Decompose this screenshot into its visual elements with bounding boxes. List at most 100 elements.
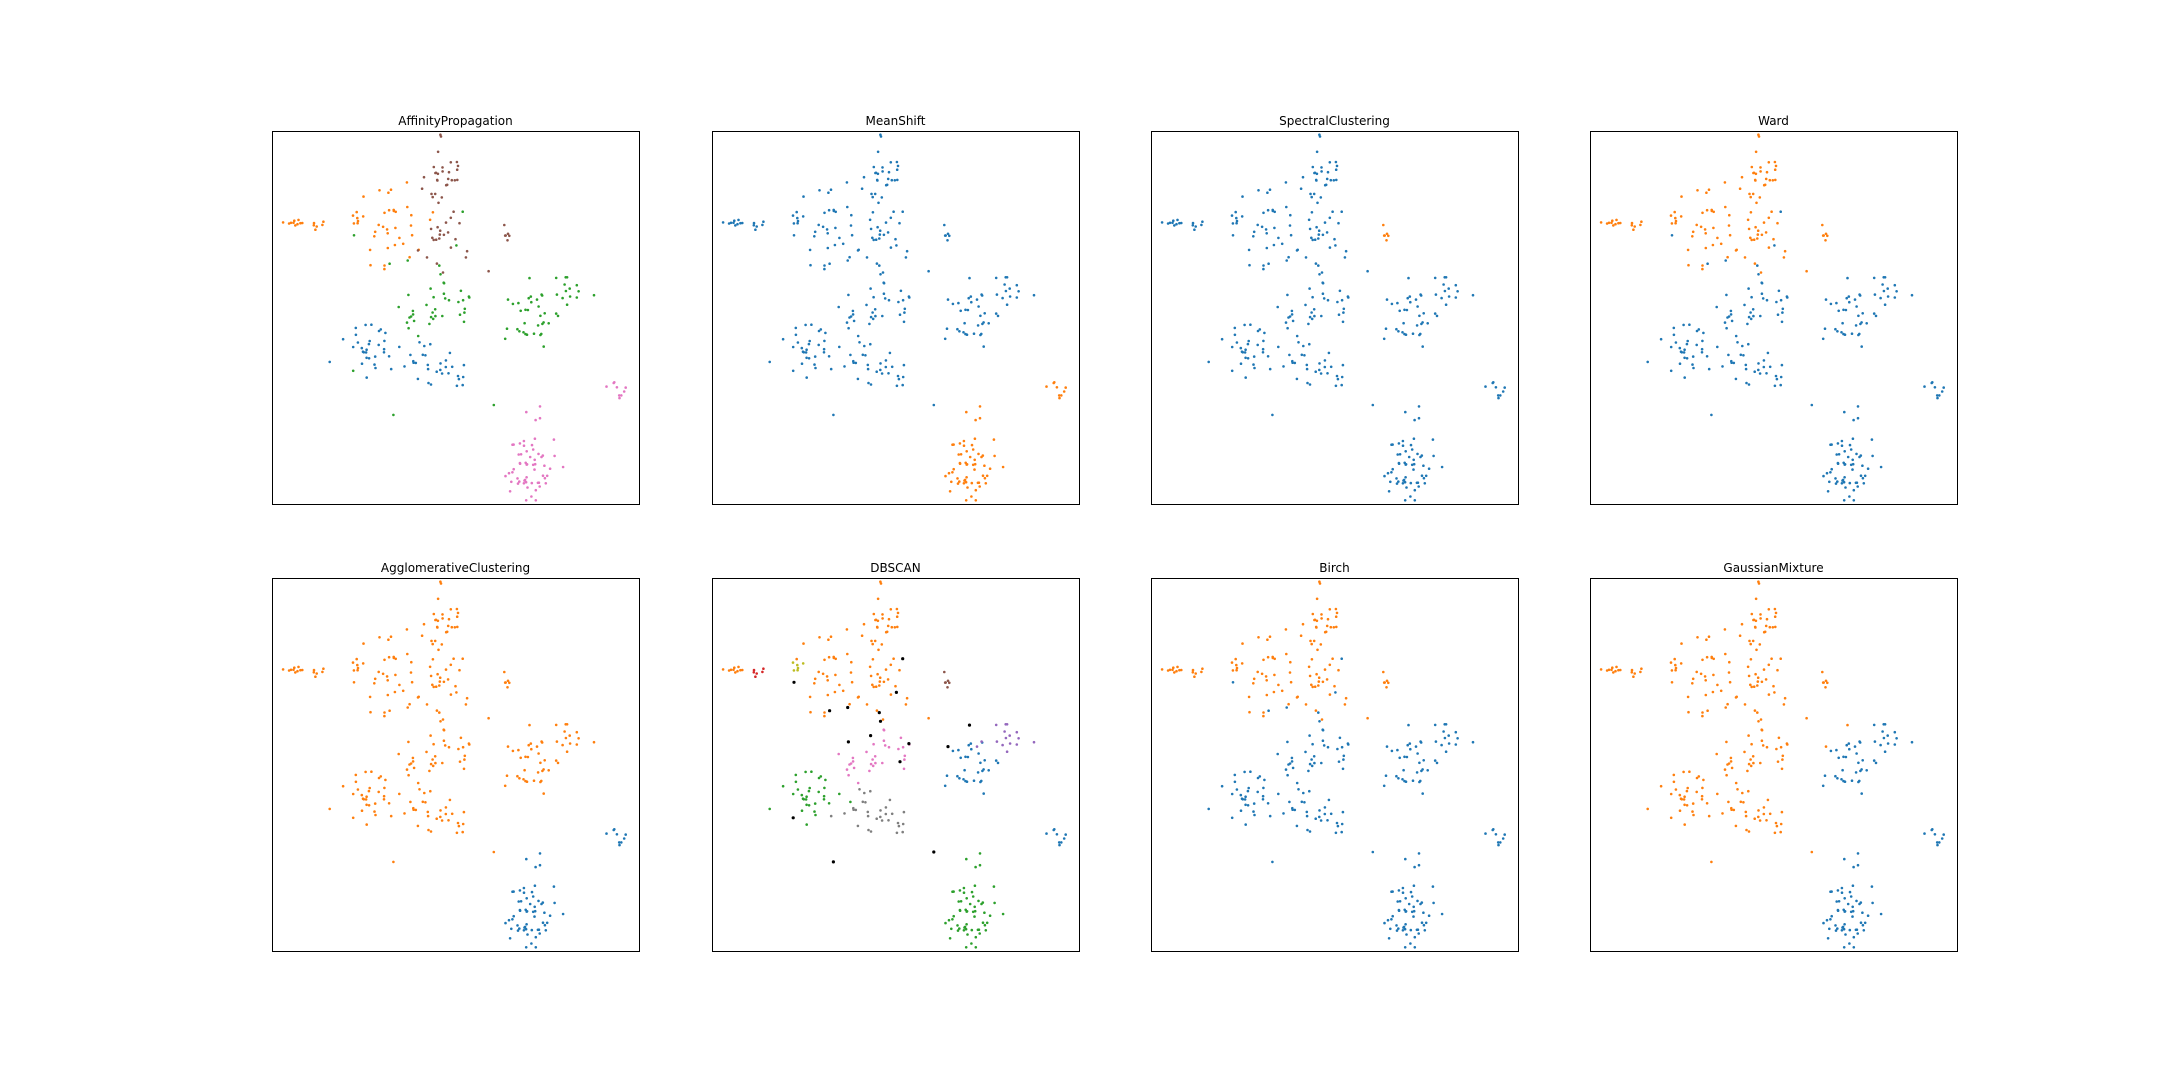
scatter-point — [1639, 223, 1642, 227]
scatter-point — [524, 927, 528, 931]
scatter-point — [1241, 642, 1244, 645]
scatter-point — [362, 351, 366, 354]
scatter-point — [874, 314, 877, 318]
scatter-point — [409, 800, 412, 804]
scatter-point — [903, 758, 906, 761]
scatter-point — [444, 812, 448, 816]
subplot-title: AffinityPropagation — [398, 114, 513, 128]
scatter-point — [620, 841, 623, 844]
scatter-point — [982, 792, 985, 795]
scatter-point — [1672, 333, 1676, 337]
scatter-point — [869, 762, 873, 766]
scatter-point — [1773, 615, 1777, 618]
scatter-point — [1630, 221, 1634, 225]
scatter-point — [882, 281, 886, 285]
scatter-point — [1503, 833, 1506, 836]
scatter-point — [1841, 925, 1845, 929]
scatter-point — [1326, 372, 1329, 375]
scatter-point — [452, 210, 455, 213]
scatter-point — [530, 890, 534, 894]
scatter-point — [965, 780, 969, 783]
scatter-point — [1340, 830, 1343, 834]
scatter-point — [970, 747, 973, 751]
scatter-point — [1052, 381, 1055, 385]
scatter-point — [848, 255, 851, 259]
scatter-point — [526, 755, 530, 759]
scatter-point — [438, 676, 442, 679]
scatter-point — [1385, 298, 1389, 301]
scatter-point — [1052, 828, 1055, 832]
scatter-point — [796, 216, 799, 220]
scatter-point — [1233, 333, 1237, 337]
scatter-point — [1317, 237, 1320, 240]
scatter-point — [1821, 223, 1824, 227]
scatter-point — [1727, 800, 1730, 804]
scatter-point — [1762, 359, 1766, 362]
scatter-point — [556, 314, 560, 318]
scatter-point — [1288, 224, 1292, 227]
scatter-point — [432, 165, 436, 169]
scatter-point — [622, 390, 626, 393]
scatter-point — [462, 320, 466, 324]
scatter-point — [1850, 332, 1854, 336]
scatter-point — [1277, 683, 1280, 687]
scatter-point — [379, 328, 383, 331]
scatter-point — [1825, 918, 1829, 922]
scatter-point — [1774, 821, 1778, 825]
scatter-point — [1672, 773, 1676, 777]
scatter-point — [1410, 463, 1414, 467]
scatter-point — [492, 850, 496, 854]
scatter-point — [1200, 670, 1203, 674]
scatter-point — [870, 639, 873, 643]
scatter-point — [865, 750, 868, 754]
scatter-point — [1728, 233, 1732, 237]
scatter-point — [1308, 383, 1312, 386]
scatter-point — [1669, 792, 1673, 796]
scatter-point — [369, 263, 372, 267]
scatter-point — [795, 210, 798, 214]
scatter-point — [1261, 347, 1265, 351]
scatter-point — [1264, 675, 1268, 678]
scatter-point — [424, 801, 427, 804]
scatter-point — [901, 210, 904, 213]
scatter-point — [1780, 767, 1784, 771]
scatter-point — [568, 742, 572, 745]
scatter-point — [1758, 196, 1762, 199]
scatter-point — [405, 768, 409, 771]
scatter-point — [1426, 322, 1429, 325]
scatter-point — [1322, 297, 1326, 300]
scatter-point — [850, 233, 854, 237]
scatter-point — [1395, 482, 1399, 485]
scatter-point — [1285, 259, 1288, 262]
scatter-point — [1390, 749, 1394, 753]
scatter-point — [1836, 462, 1840, 466]
scatter-point — [412, 359, 415, 363]
scatter-point — [1691, 802, 1695, 805]
scatter-point — [1695, 776, 1699, 780]
scatter-point — [403, 812, 406, 815]
scatter-point — [791, 214, 795, 217]
scatter-point — [846, 205, 849, 209]
scatter-point — [1940, 837, 1944, 840]
scatter-point — [351, 369, 355, 373]
scatter-point — [901, 383, 904, 387]
scatter-point — [1843, 897, 1846, 900]
scatter-point — [293, 219, 296, 222]
scatter-point — [1323, 806, 1327, 809]
scatter-point — [970, 942, 973, 945]
scatter-point — [1336, 824, 1340, 828]
scatter-point — [1231, 222, 1235, 225]
scatter-point — [1313, 761, 1316, 765]
scatter-point — [781, 784, 785, 788]
scatter-point — [1401, 439, 1405, 443]
scatter-point — [813, 677, 817, 681]
scatter-point — [903, 307, 907, 311]
scatter-point — [438, 680, 442, 683]
scatter-point — [1682, 323, 1685, 327]
scatter-point — [1749, 311, 1752, 314]
scatter-point — [1401, 331, 1404, 334]
scatter-point — [1015, 296, 1019, 299]
scatter-point — [1748, 192, 1751, 196]
scatter-point — [1001, 743, 1004, 747]
scatter-point — [1861, 923, 1865, 927]
